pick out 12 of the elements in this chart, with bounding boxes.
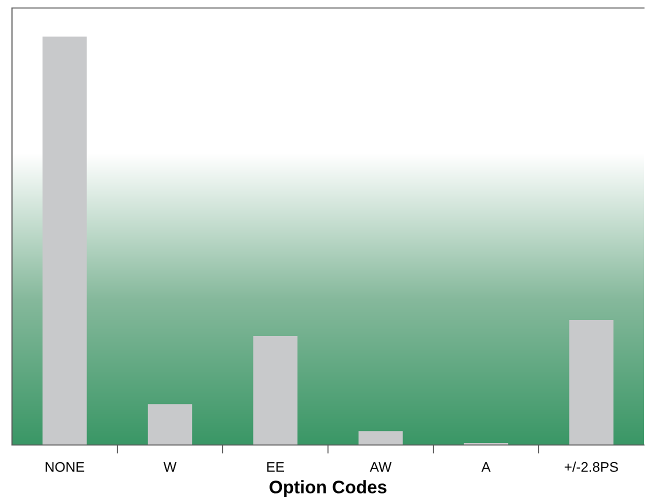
- x-tick-label: +/-2.8PS: [564, 462, 618, 472]
- bar: [569, 320, 614, 445]
- x-tick-label: A: [481, 462, 491, 472]
- bar: [148, 404, 192, 445]
- x-tick-label: EE: [267, 462, 284, 472]
- x-tick-label: W: [164, 462, 177, 472]
- bar: [42, 36, 87, 445]
- bar: [358, 431, 403, 445]
- bar: [253, 336, 298, 445]
- x-tick-label: AW: [370, 462, 392, 472]
- x-axis-title: Option Codes: [270, 480, 386, 497]
- x-tick-label: NONE: [46, 462, 84, 472]
